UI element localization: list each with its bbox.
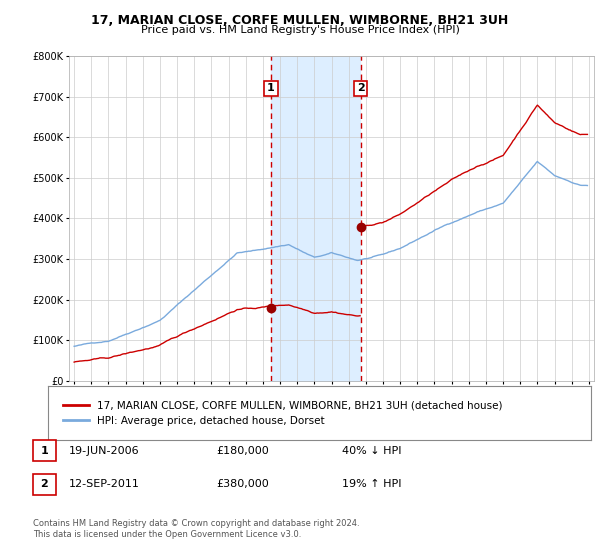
Text: 17, MARIAN CLOSE, CORFE MULLEN, WIMBORNE, BH21 3UH: 17, MARIAN CLOSE, CORFE MULLEN, WIMBORNE…	[91, 14, 509, 27]
Text: 40% ↓ HPI: 40% ↓ HPI	[342, 446, 401, 456]
Text: 19-JUN-2006: 19-JUN-2006	[69, 446, 140, 456]
Text: Contains HM Land Registry data © Crown copyright and database right 2024.
This d: Contains HM Land Registry data © Crown c…	[33, 520, 359, 539]
Text: £180,000: £180,000	[216, 446, 269, 456]
Text: 19% ↑ HPI: 19% ↑ HPI	[342, 479, 401, 489]
Text: 12-SEP-2011: 12-SEP-2011	[69, 479, 140, 489]
Text: Price paid vs. HM Land Registry's House Price Index (HPI): Price paid vs. HM Land Registry's House …	[140, 25, 460, 35]
Text: 2: 2	[357, 83, 365, 94]
Legend: 17, MARIAN CLOSE, CORFE MULLEN, WIMBORNE, BH21 3UH (detached house), HPI: Averag: 17, MARIAN CLOSE, CORFE MULLEN, WIMBORNE…	[59, 396, 507, 430]
Text: 2: 2	[41, 479, 48, 489]
Text: 1: 1	[41, 446, 48, 456]
Text: 1: 1	[267, 83, 275, 94]
Text: £380,000: £380,000	[216, 479, 269, 489]
